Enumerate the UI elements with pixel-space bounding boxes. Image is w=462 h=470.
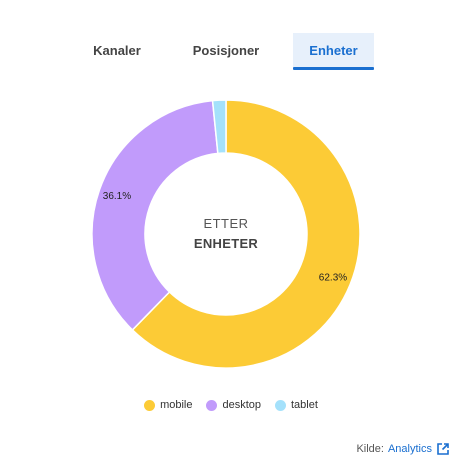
legend-item-mobile[interactable]: mobile bbox=[144, 399, 192, 411]
tab-enheter[interactable]: Enheter bbox=[293, 33, 374, 70]
tab-posisjoner-label: Posisjoner bbox=[192, 43, 260, 58]
tab-kanaler[interactable]: Kanaler bbox=[77, 33, 157, 69]
source-prefix: Kilde: bbox=[356, 443, 384, 455]
slice-label-desktop: 36.1% bbox=[103, 191, 131, 202]
tab-kanaler-label: Kanaler bbox=[93, 43, 141, 58]
center-subtitle: ENHETER bbox=[194, 236, 259, 251]
center-title: ETTER bbox=[203, 216, 248, 231]
external-link-icon[interactable] bbox=[436, 442, 450, 456]
source-line: Kilde: Analytics bbox=[356, 442, 450, 456]
tab-bar: Kanaler Posisjoner Enheter bbox=[0, 33, 462, 70]
chart-legend: mobile desktop tablet bbox=[0, 399, 462, 411]
donut-chart: 62.3% 36.1% ETTER ENHETER bbox=[91, 99, 361, 369]
slice-tablet[interactable] bbox=[211, 99, 227, 155]
slice-desktop[interactable] bbox=[91, 99, 219, 331]
donut-slices bbox=[91, 99, 361, 369]
tab-enheter-label: Enheter bbox=[309, 43, 358, 58]
slice-label-mobile: 62.3% bbox=[319, 273, 347, 284]
slice-labels: 62.3% 36.1% bbox=[103, 191, 347, 284]
source-link[interactable]: Analytics bbox=[387, 443, 432, 455]
tab-posisjoner[interactable]: Posisjoner bbox=[180, 33, 272, 69]
legend-item-desktop[interactable]: desktop bbox=[206, 399, 261, 411]
legend-label-mobile: mobile bbox=[160, 399, 193, 411]
legend-swatch-desktop bbox=[206, 399, 218, 411]
legend-label-tablet: tablet bbox=[291, 399, 318, 411]
active-tab-indicator bbox=[293, 67, 374, 70]
legend-item-tablet[interactable]: tablet bbox=[275, 399, 318, 411]
legend-label-desktop: desktop bbox=[222, 399, 261, 411]
legend-swatch-tablet bbox=[275, 399, 286, 411]
legend-swatch-mobile bbox=[144, 399, 156, 411]
slice-mobile[interactable] bbox=[131, 99, 361, 369]
